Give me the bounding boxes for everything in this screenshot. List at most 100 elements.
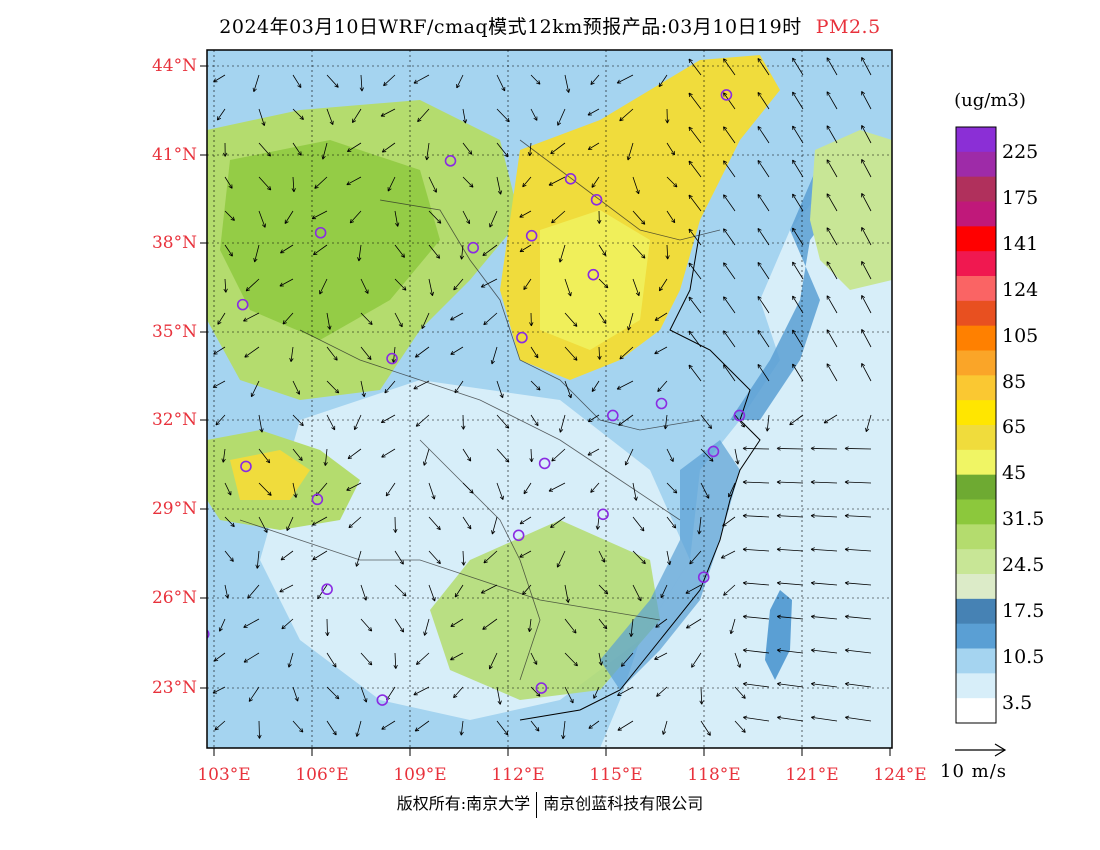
wind-arrow <box>282 312 294 325</box>
lon-label-115: 115°E <box>589 765 643 785</box>
wind-arrow <box>292 108 304 120</box>
station-marker <box>587 268 600 281</box>
wind-arrow <box>523 482 532 495</box>
wind-arrow <box>598 278 609 289</box>
wind-arrow <box>810 681 838 688</box>
legend-label-45: 45 <box>1002 462 1027 484</box>
wind-arrow <box>428 210 442 224</box>
wind-arrow <box>826 91 838 110</box>
wind-arrow <box>496 142 509 158</box>
wind-arrow <box>861 91 872 110</box>
wind-arrow <box>355 550 362 567</box>
wind-arrow <box>428 244 441 259</box>
wind-arrow <box>587 142 600 150</box>
wind-arrow <box>626 142 634 161</box>
wind-arrow <box>734 720 746 733</box>
station-marker <box>535 682 548 694</box>
lon-label-118: 118°E <box>687 765 741 785</box>
wind-arrow <box>428 176 437 193</box>
wind-arrow <box>591 380 600 392</box>
wind-arrow <box>224 176 233 189</box>
wind-arrow <box>496 686 502 705</box>
wind-arrow <box>654 312 668 321</box>
legend-swatch <box>956 201 996 227</box>
wind-arrow <box>529 312 534 327</box>
wind-arrow <box>688 296 702 314</box>
wind-arrow <box>792 329 804 348</box>
wind-arrow <box>688 160 702 178</box>
wind-arrow <box>311 516 328 526</box>
wind-arrow <box>215 414 226 426</box>
wind-arrow <box>861 227 872 246</box>
wind-arrow <box>326 720 337 736</box>
wind-arrow <box>224 482 232 496</box>
wind-arrow <box>734 652 742 668</box>
wind-arrow <box>286 516 294 531</box>
wind-arrow <box>454 584 464 598</box>
wind-arrow <box>360 652 373 666</box>
legend-swatch <box>956 574 996 600</box>
wind-arrow <box>723 160 736 178</box>
wind-arrow <box>393 516 398 533</box>
wind-arrow <box>619 346 634 360</box>
lon-label-124: 124°E <box>873 765 927 785</box>
wind-arrow <box>383 74 396 87</box>
wind-arrow <box>624 448 634 466</box>
wind-arrow <box>792 261 804 280</box>
wind-arrow <box>280 244 294 254</box>
wind-arrow <box>617 686 634 696</box>
wind-arrow <box>564 584 570 603</box>
wind-arrow <box>522 176 532 188</box>
wind-arrow <box>357 244 362 262</box>
legend-label-85: 85 <box>1002 371 1027 393</box>
wind-arrow <box>776 479 804 485</box>
legend-outline <box>955 126 997 724</box>
wind-arrow <box>243 312 260 322</box>
legend-swatch <box>956 176 996 202</box>
wind-arrow <box>258 142 272 157</box>
wind-arrow <box>428 516 441 531</box>
station-marker <box>707 445 720 458</box>
wind-arrow <box>548 482 566 492</box>
title-text: 2024年03月10日WRF/cmaq模式12km预报产品:03月10日19时 <box>219 16 802 38</box>
wind-arrow <box>691 652 702 668</box>
wind-arrow <box>844 513 872 518</box>
wind-arrow <box>243 618 260 628</box>
lat-label-44: 44°N <box>151 56 197 76</box>
wind-arrow <box>734 686 746 699</box>
wind-arrow <box>245 278 260 292</box>
wind-arrow <box>480 278 498 288</box>
wind-arrow <box>248 686 260 702</box>
wind-arrow <box>587 448 600 456</box>
wind-arrow <box>699 686 704 705</box>
wind-arrow <box>861 159 872 178</box>
wind-arrow <box>551 448 566 462</box>
city-stations <box>207 89 746 706</box>
wind-arrow <box>810 513 838 518</box>
wind-arrow <box>291 176 296 193</box>
wind-arrow <box>723 92 736 110</box>
wind-arrow <box>861 193 872 212</box>
wind-arrow <box>564 312 578 327</box>
wind-arrow <box>413 74 430 84</box>
legend-label-10-5: 10.5 <box>1002 646 1045 668</box>
wind-arrow <box>258 176 272 191</box>
lat-label-32: 32°N <box>151 410 197 430</box>
wind-arrow <box>595 516 601 530</box>
wind-arrow <box>483 312 498 326</box>
wind-arrow <box>247 584 260 599</box>
wind-arrow <box>530 652 538 665</box>
wind-arrow <box>810 479 838 485</box>
wind-arrow <box>346 176 362 186</box>
wind-arrow <box>222 142 228 157</box>
wind-arrow <box>287 652 294 668</box>
wind-arrow <box>598 312 607 324</box>
wind-arrow <box>258 108 266 126</box>
wind-arrow <box>496 108 510 123</box>
legend-label-3-5: 3.5 <box>1002 692 1033 714</box>
wind-arrow <box>250 380 260 398</box>
wind-arrow <box>450 346 464 355</box>
wind-arrow <box>688 330 702 348</box>
wind-arrow <box>723 194 736 212</box>
land-northeast <box>810 130 892 290</box>
